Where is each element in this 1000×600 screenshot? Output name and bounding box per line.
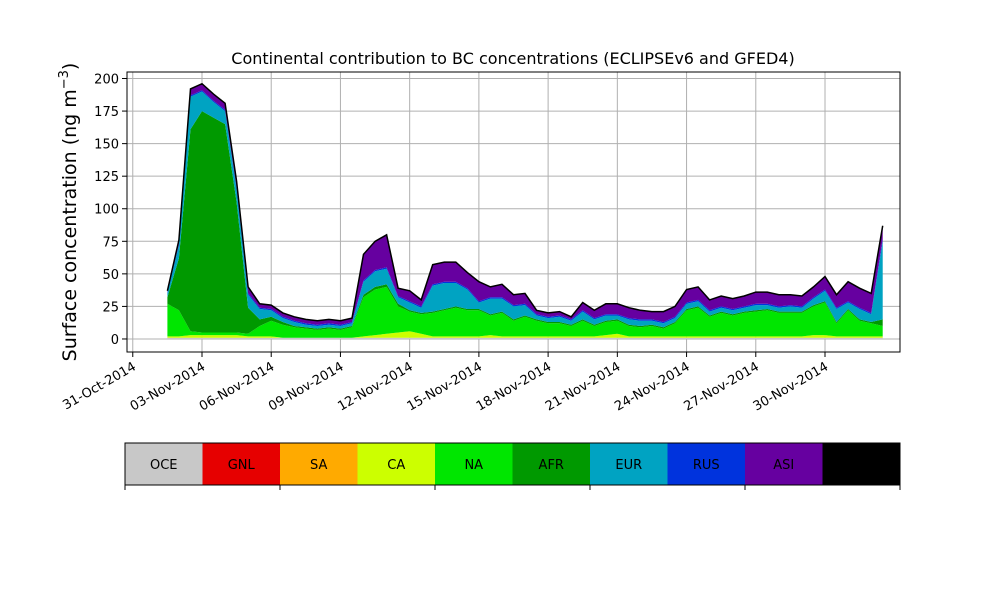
y-tick-label: 100 [94,203,119,218]
colorbar-segment-gnl [202,443,280,485]
area-eur [167,91,883,329]
area-na [167,286,883,338]
colorbar-legend: OCE GNL SA CA NA AFR EUR RUS ASI AUS [124,442,901,490]
total-outline [166,82,884,322]
y-tick-label: 50 [102,268,119,283]
y-tick-label: 150 [94,138,119,153]
x-tick-label: 21-Nov-2014 [543,359,623,414]
colorbar-label-asi: ASI [773,458,794,473]
colorbar-segment-oce [125,443,203,485]
y-axis-label: Surface concentration (ng m−3) [57,63,81,362]
colorbar-segment-aus [822,443,900,485]
area-aus [167,83,883,321]
area-rus [167,90,883,326]
area-afr [167,111,883,334]
colorbar-segment-afr [512,443,590,485]
x-tick-label: 03-Nov-2014 [128,359,208,414]
area-oce [167,337,883,339]
colorbar-segment-ca [357,443,435,485]
colorbar-segment-sa [280,443,358,485]
x-tick-label: 06-Nov-2014 [197,359,277,414]
colorbar-segment-eur [590,443,668,485]
colorbar-segment-rus [667,443,745,485]
colorbar-segment-na [435,443,513,485]
area-asi [167,83,883,325]
colorbar-label-na: NA [464,458,483,473]
x-tick-label: 27-Nov-2014 [682,359,762,414]
y-tick-label: 25 [102,300,119,315]
x-tick-label: 12-Nov-2014 [335,359,415,414]
x-tick-label: 31-Oct-2014 [60,359,138,413]
y-axis-label-main: Surface concentration (ng m [59,89,81,361]
colorbar-label-afr: AFR [539,458,564,473]
y-tick-label: 200 [94,73,119,88]
x-tick-label: 09-Nov-2014 [266,359,346,414]
y-tick-label: 0 [111,333,119,348]
y-tick-label: 125 [94,170,119,185]
colorbar-frame [124,442,901,486]
colorbar-label-eur: EUR [615,458,642,473]
area-ca [167,331,883,338]
y-axis-label-close: ) [59,63,81,70]
colorbar-segment-asi [745,443,823,485]
x-tick-label: 18-Nov-2014 [474,359,554,414]
y-tick-label: 175 [94,105,119,120]
x-tick-label: 30-Nov-2014 [751,359,831,414]
colorbar-label-rus: RUS [693,458,720,473]
plot-frame [126,71,901,353]
y-axis-label-superscript: −3 [57,70,72,89]
axis-ticks: 0 25 50 75 100 125 150 175 200 31-Oct-201403-Nov-… [60,73,831,415]
colorbar-label-oce: OCE [150,458,178,473]
colorbar-label-aus: AUS [848,458,875,473]
stacked-areas [166,82,884,339]
colorbar-label-ca: CA [387,458,405,473]
x-tick-label: 24-Nov-2014 [612,359,692,414]
x-tick-label: 15-Nov-2014 [405,359,485,414]
colorbar-label-gnl: GNL [228,458,256,473]
chart-title: Continental contribution to BC concentra… [231,49,794,68]
y-tick-label: 75 [102,235,119,250]
colorbar-label-sa: SA [310,458,327,473]
